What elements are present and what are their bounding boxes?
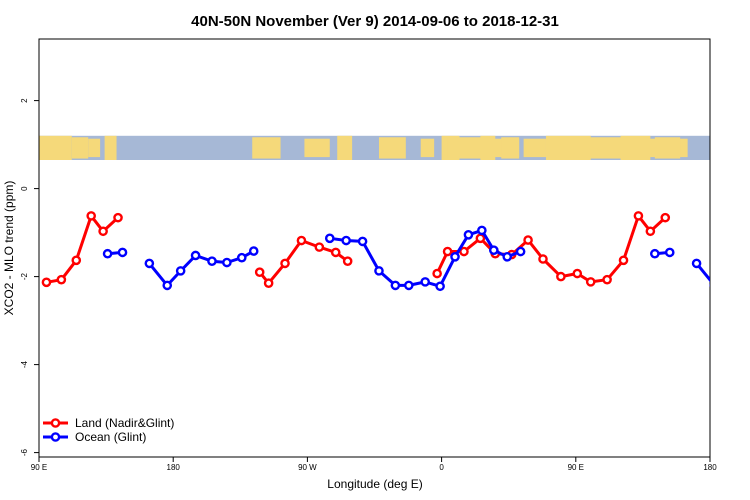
data-point-ocean — [691, 258, 702, 269]
data-point-ocean — [390, 280, 401, 291]
map-land — [501, 137, 520, 159]
data-point-land — [523, 235, 533, 245]
data-point-land — [475, 233, 486, 244]
data-point-land — [538, 254, 548, 264]
data-point-land — [459, 246, 469, 257]
data-point-land — [86, 211, 96, 221]
data-point-ocean — [117, 247, 128, 258]
data-point-land — [645, 226, 656, 237]
y-axis: -6 -4 -2 0 2 — [20, 98, 39, 456]
data-point-ocean — [374, 266, 384, 276]
x-axis-label: Longitude (deg E) — [327, 477, 422, 491]
map-land — [620, 135, 651, 160]
data-point-land — [602, 274, 612, 285]
data-point-ocean — [488, 245, 499, 255]
data-point-land — [296, 235, 307, 246]
data-point-ocean — [502, 251, 513, 262]
data-point-ocean — [515, 246, 526, 257]
legend-label-ocean: Ocean (Glint) — [75, 430, 146, 444]
data-point-land — [633, 211, 644, 221]
data-point-ocean — [324, 233, 335, 244]
data-point-land — [41, 277, 52, 288]
map-land — [480, 135, 496, 160]
data-point-land — [556, 271, 566, 282]
data-point-land — [280, 258, 290, 269]
data-point-land — [263, 278, 274, 289]
data-point-ocean — [190, 250, 201, 261]
data-point-ocean — [248, 246, 259, 256]
y-tick-label: 0 — [20, 186, 29, 191]
data-point-ocean — [341, 235, 351, 246]
data-point-ocean — [162, 280, 173, 291]
x-tick-label: 90 W — [298, 463, 317, 472]
map-land — [71, 137, 89, 159]
series-layer — [41, 211, 710, 292]
map-land — [39, 135, 72, 160]
data-point-ocean — [435, 281, 445, 292]
data-point-ocean — [222, 257, 232, 268]
x-axis: 90 E 180 90 W 0 90 E 180 — [31, 457, 717, 472]
x-tick-label: 90 E — [31, 463, 47, 472]
data-point-land — [660, 212, 671, 223]
y-axis-label: XCO2 - MLO trend (ppm) — [2, 181, 16, 316]
data-point-ocean — [709, 283, 710, 288]
data-point-ocean — [450, 251, 460, 262]
legend: Land (Nadir&Glint) Ocean (Glint) — [43, 416, 174, 444]
data-point-land — [113, 212, 123, 223]
data-point-ocean — [420, 277, 430, 287]
data-point-land — [98, 226, 108, 237]
legend-marker-land — [50, 418, 61, 428]
data-point-ocean — [144, 258, 155, 269]
data-point-ocean — [357, 236, 368, 247]
y-tick-label: -2 — [20, 272, 29, 280]
data-point-ocean — [650, 248, 660, 259]
series-line-land — [435, 214, 667, 284]
data-point-land — [330, 247, 341, 258]
map-land — [337, 135, 353, 160]
x-tick-label: 90 E — [568, 463, 584, 472]
data-point-ocean — [664, 247, 675, 258]
data-point-land — [432, 268, 442, 279]
data-point-ocean — [236, 252, 247, 263]
map-land — [654, 137, 681, 159]
legend-marker-ocean — [50, 432, 61, 442]
map-land — [420, 138, 435, 158]
map-land — [523, 138, 546, 158]
y-tick-label: 2 — [20, 98, 29, 103]
data-point-land — [254, 267, 265, 278]
map-land — [378, 137, 406, 159]
chart-title: 40N-50N November (Ver 9) 2014-09-06 to 2… — [191, 13, 559, 30]
world-map-strip — [39, 135, 710, 160]
data-point-land — [572, 268, 583, 279]
data-point-ocean — [477, 225, 487, 236]
data-point-ocean — [207, 256, 217, 267]
data-point-ocean — [463, 229, 474, 240]
data-point-land — [618, 255, 629, 266]
x-tick-label: 180 — [167, 463, 181, 472]
data-point-ocean — [102, 248, 113, 259]
series-line-land — [258, 239, 349, 285]
map-land — [252, 137, 281, 159]
x-tick-label: 180 — [703, 463, 717, 472]
plot-frame — [38, 38, 711, 458]
data-point-land — [56, 274, 67, 285]
y-tick-label: -6 — [20, 448, 29, 456]
map-land — [304, 138, 330, 158]
data-point-ocean — [403, 280, 414, 291]
data-point-land — [314, 242, 325, 252]
data-point-land — [585, 277, 596, 287]
map-land — [88, 138, 101, 158]
data-point-land — [342, 256, 353, 267]
x-tick-label: 0 — [439, 463, 444, 472]
data-point-land — [71, 255, 82, 266]
data-point-ocean — [175, 266, 186, 276]
y-tick-label: -4 — [20, 360, 29, 368]
data-point-land — [442, 246, 453, 257]
map-land — [104, 135, 117, 160]
legend-label-land: Land (Nadir&Glint) — [75, 416, 174, 430]
